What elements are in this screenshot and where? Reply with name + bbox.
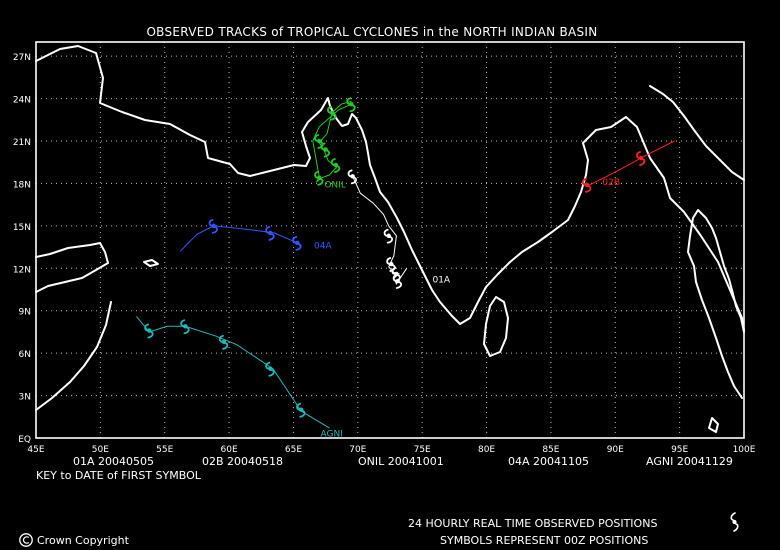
y-tick-label: 27N — [13, 53, 31, 63]
cyclone-position-symbol — [383, 228, 394, 244]
x-tick-label: 60E — [221, 445, 238, 455]
cyclone-position-symbol — [144, 323, 154, 339]
cyclone-tracks: 01A 02B ONIL 04A AGNI — [136, 97, 675, 440]
y-tick-label: 15N — [13, 223, 31, 233]
y-tick-label: 18N — [13, 180, 31, 190]
cyclone-position-symbol — [346, 97, 356, 113]
x-tick-label: 45E — [27, 445, 44, 455]
cyclone-symbol-icon — [730, 512, 739, 532]
y-tick-label: 9N — [19, 308, 31, 318]
legend-entry-01a: 01A 20040505 — [73, 455, 154, 468]
axis-tick-labels: 45E 50E 55E 60E 65E 70E 75E 80E 85E 90E 95E 100E EQ 3… — [13, 53, 756, 455]
footer-note-1: 24 HOURLY REAL TIME OBSERVED POSITIONS — [408, 517, 657, 530]
y-tick-label: 24N — [13, 96, 31, 106]
track-label-04a: 04A — [314, 241, 332, 251]
cyclone-position-symbol — [314, 170, 324, 186]
cyclone-position-symbol — [296, 402, 306, 418]
map-title: OBSERVED TRACKS of TROPICAL CYCLONES in … — [146, 25, 597, 39]
legend-entry-04a: 04A 20041105 — [508, 455, 589, 468]
cyclone-position-symbol — [347, 169, 358, 185]
key-caption: KEY to DATE of FIRST SYMBOL — [36, 469, 202, 482]
cyclone-position-symbol — [265, 361, 275, 377]
cyclone-position-symbol — [292, 235, 302, 251]
x-tick-label: 75E — [414, 445, 431, 455]
y-tick-label: 12N — [13, 265, 31, 275]
track-label-onil: ONIL — [324, 181, 346, 191]
track-04a: 04A — [179, 218, 333, 252]
copyright-text: Crown Copyright — [37, 534, 130, 547]
track-label-agni: AGNI — [320, 430, 342, 440]
gridlines — [36, 42, 744, 438]
track-agni: AGNI — [136, 316, 343, 440]
x-tick-label: 55E — [156, 445, 173, 455]
y-tick-label: 3N — [19, 393, 31, 403]
cyclone-position-symbol — [208, 218, 218, 234]
track-02b: 02B — [581, 140, 675, 193]
track-label-02b: 02B — [602, 178, 620, 188]
cyclone-position-symbol — [320, 142, 330, 158]
x-tick-label: 90E — [607, 445, 624, 455]
cyclone-position-symbol — [581, 177, 592, 193]
track-line-agni — [136, 316, 330, 429]
x-tick-label: 95E — [671, 445, 688, 455]
legend-entry-agni: AGNI 20041129 — [646, 455, 733, 468]
cyclone-position-symbol — [635, 151, 646, 166]
track-01a: 01A — [347, 169, 451, 289]
x-tick-label: 100E — [733, 445, 756, 455]
y-tick-label: 21N — [13, 138, 31, 148]
x-tick-label: 70E — [349, 445, 366, 455]
x-tick-label: 65E — [285, 445, 302, 455]
cyclone-position-symbol — [392, 274, 403, 289]
track-line-02b — [586, 140, 675, 187]
legend-entry-onil: ONIL 20041001 — [358, 455, 444, 468]
track-label-01a: 01A — [432, 275, 450, 285]
x-tick-label: 80E — [478, 445, 495, 455]
x-tick-label: 85E — [542, 445, 559, 455]
map-frame — [35, 41, 745, 439]
footer-note-2: SYMBOLS REPRESENT 00Z POSITIONS — [440, 534, 648, 547]
coastline — [35, 45, 745, 433]
cyclone-position-symbol — [218, 334, 229, 350]
x-tick-label: 50E — [92, 445, 109, 455]
y-tick-label: 6N — [19, 350, 31, 360]
cyclone-position-symbol — [327, 105, 337, 121]
track-legend: 01A 20040505 02B 20040518 ONIL 20041001 … — [73, 455, 733, 468]
copyright-icon — [19, 533, 33, 547]
cyclone-position-symbol — [330, 158, 341, 173]
track-onil: ONIL — [312, 97, 356, 191]
cyclone-position-symbol — [265, 226, 275, 241]
legend-entry-02b: 02B 20040518 — [202, 455, 283, 468]
y-tick-label: EQ — [18, 435, 31, 445]
cyclone-position-symbol — [180, 319, 190, 335]
